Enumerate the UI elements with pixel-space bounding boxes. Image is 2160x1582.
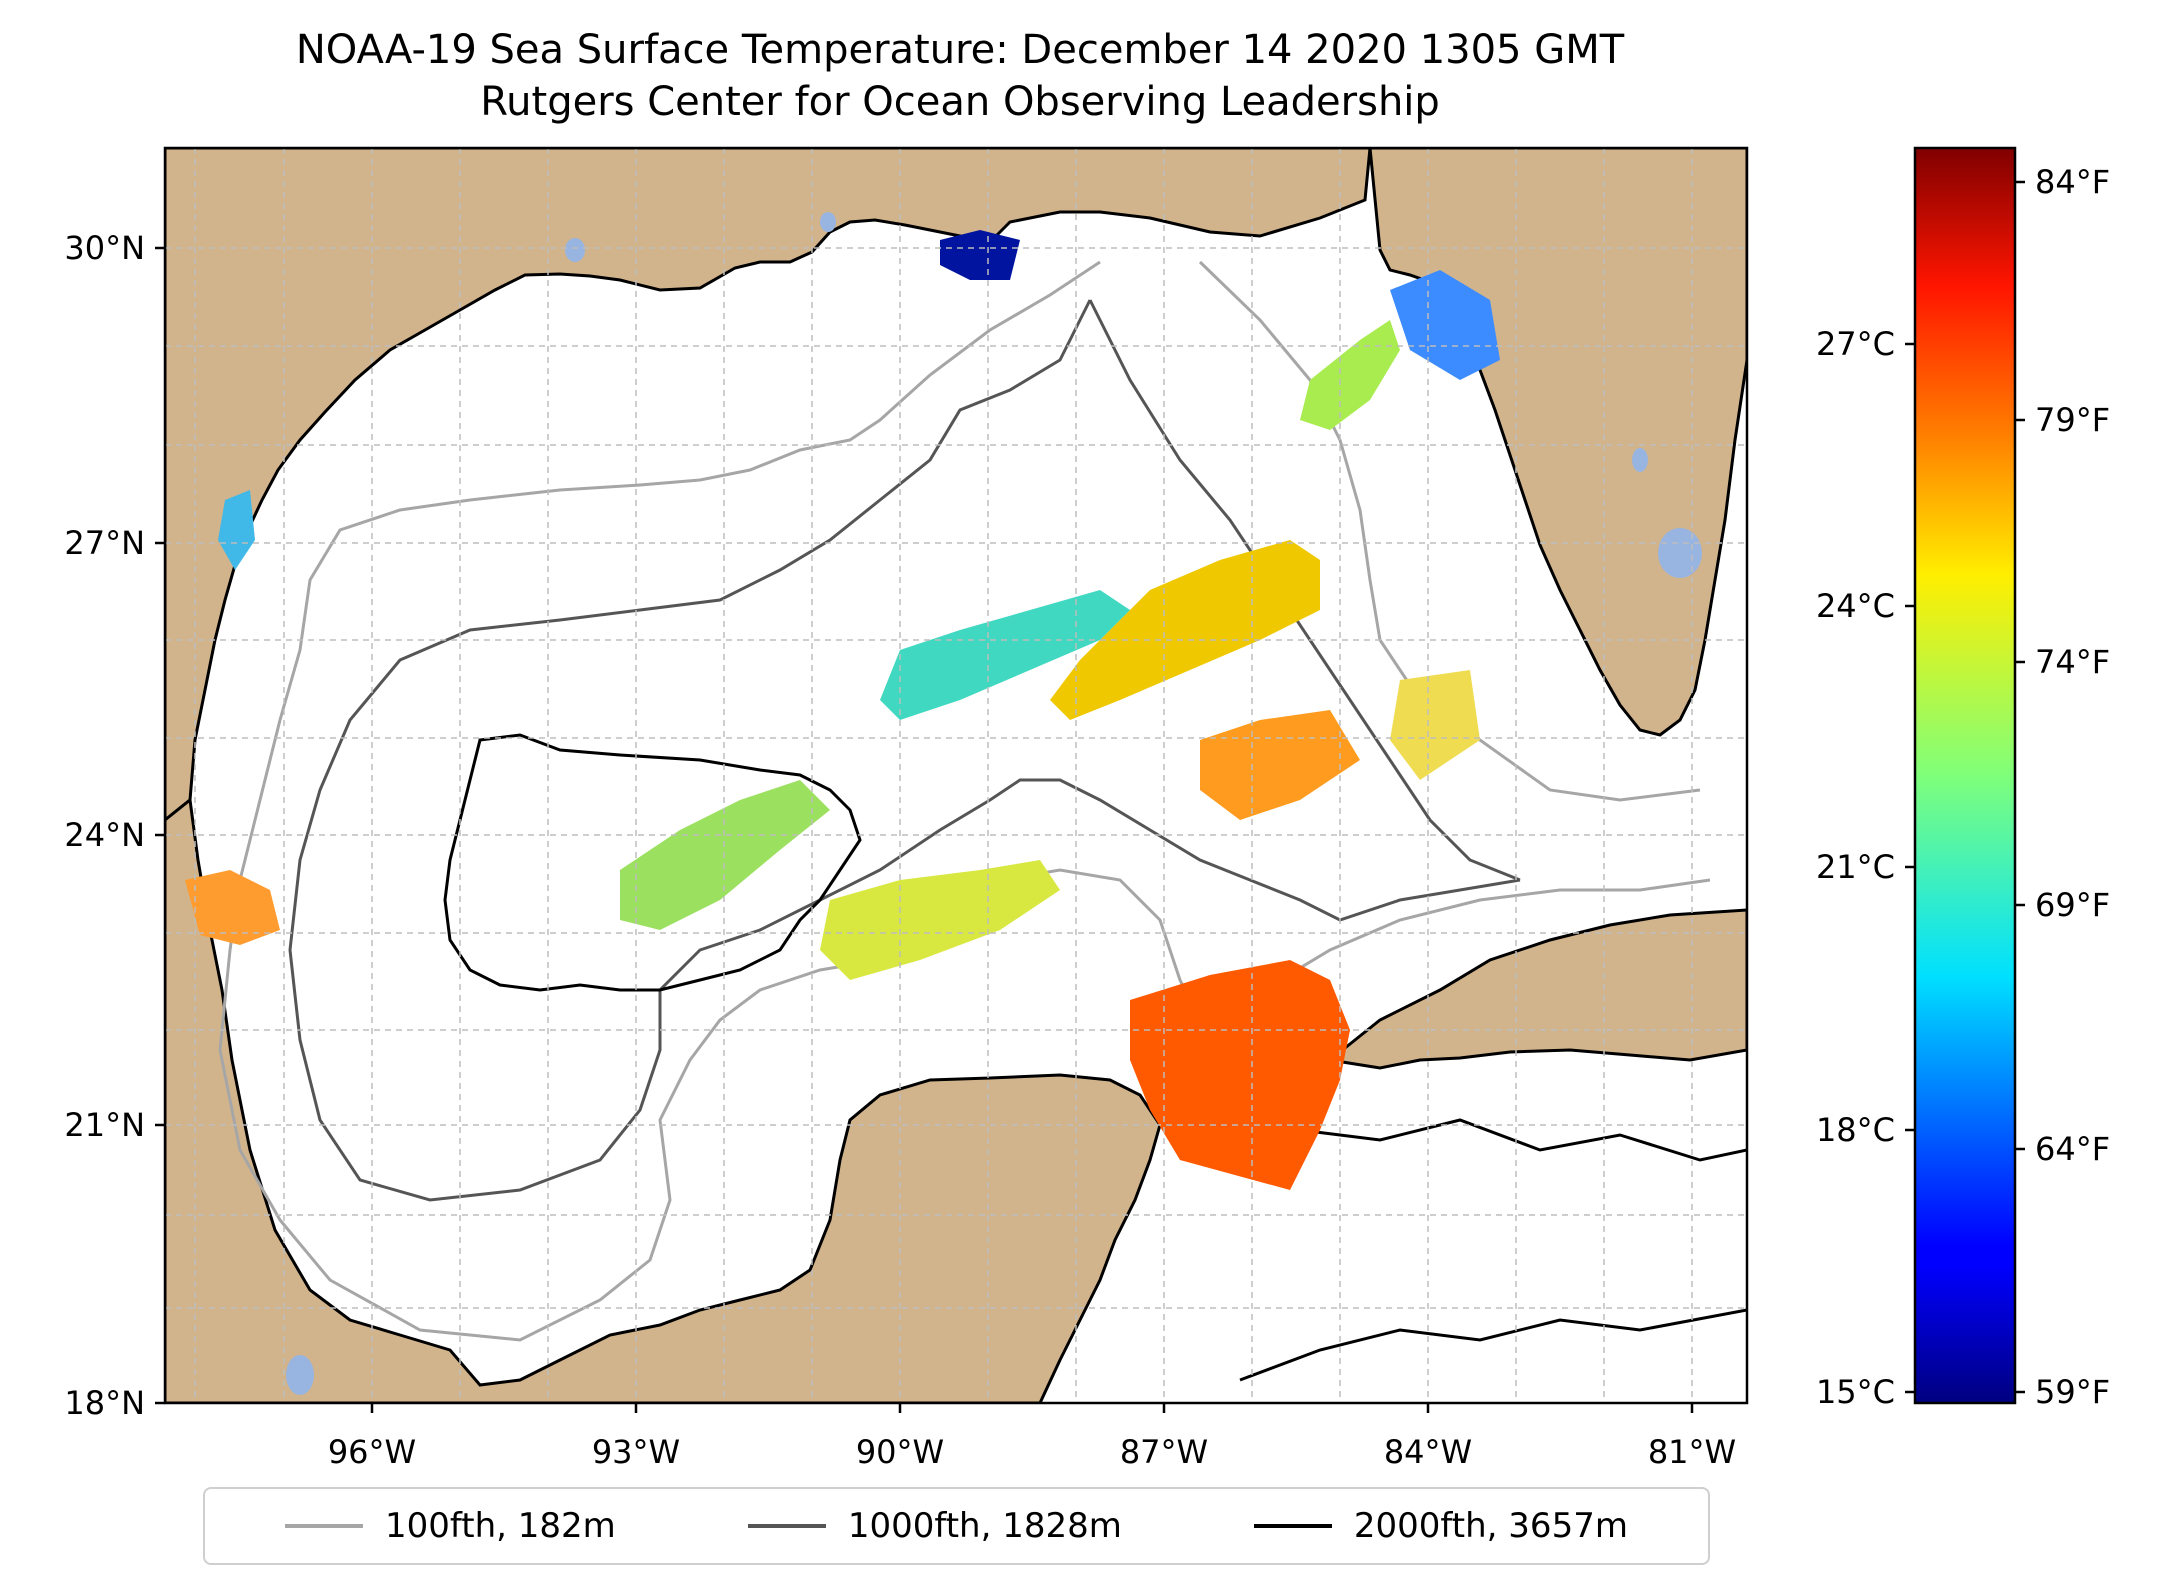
sst-patch-green-west: [620, 780, 830, 930]
lakes: [286, 212, 1702, 1395]
legend-label: 100fth, 182m: [385, 1506, 616, 1546]
colorbar-fahrenheit-label: 64°F: [2035, 1130, 2110, 1168]
map-frame: [163, 146, 1749, 1405]
contour-2000fth: [443, 733, 862, 992]
y-tick-label: 27°N: [64, 524, 145, 562]
x-tick-label: 87°W: [1120, 1433, 1208, 1471]
axis-ticks: [155, 246, 1694, 1413]
legend-item-2000fth: 2000fth, 3657m: [1253, 1506, 1628, 1546]
colorbar-celsius-label: 27°C: [1816, 325, 1895, 363]
legend-item-100fth: 100fth, 182m: [285, 1506, 616, 1546]
sst-patch-orange-west: [185, 870, 280, 945]
legend-swatch: [285, 1524, 364, 1528]
y-tick-label: 21°N: [64, 1106, 145, 1144]
sst-patch-yellow-central: [1050, 540, 1320, 720]
contour-legend: 100fth, 182m 1000fth, 1828m 2000fth, 365…: [203, 1487, 1710, 1565]
map-area: [165, 148, 1747, 1403]
sst-patch-green-northeast: [1300, 320, 1400, 430]
x-tick-label: 90°W: [856, 1433, 944, 1471]
y-tick-label: 18°N: [64, 1384, 145, 1422]
sst-patch-blue-northeast: [1390, 270, 1500, 380]
x-tick-label: 84°W: [1384, 1433, 1472, 1471]
sst-patch-yellow-east: [1390, 670, 1480, 780]
colorbar-fahrenheit-label: 79°F: [2035, 401, 2110, 439]
gridlines: [165, 148, 1747, 1403]
colorbar-celsius-label: 18°C: [1816, 1111, 1895, 1149]
x-tick-label: 81°W: [1648, 1433, 1736, 1471]
colorbar-fahrenheit-label: 84°F: [2035, 163, 2110, 201]
sst-patch-cyan-central: [880, 590, 1130, 720]
land-cuba: [1326, 908, 1747, 1070]
colorbar-fahrenheit-label: 69°F: [2035, 886, 2110, 924]
colorbar-fahrenheit-label: 59°F: [2035, 1373, 2110, 1411]
map-title: NOAA-19 Sea Surface Temperature: Decembe…: [295, 27, 1625, 73]
bathymetry-contours: [218, 260, 1747, 1382]
colorbar-celsius-label: 24°C: [1816, 587, 1895, 625]
sst-patch-navy-mississippi: [940, 230, 1020, 280]
sst-data-patches: [185, 230, 1500, 1190]
colorbar-celsius-label: 15°C: [1816, 1373, 1895, 1411]
legend-label: 2000fth, 3657m: [1353, 1506, 1628, 1546]
legend-item-1000fth: 1000fth, 1828m: [747, 1506, 1122, 1546]
sst-patch-warm-yucatan: [1130, 960, 1350, 1190]
legend-swatch: [747, 1524, 826, 1528]
sst-patch-cyan-west: [218, 490, 255, 570]
colorbar-gradient: [1913, 146, 2017, 1405]
y-tick-label: 24°N: [64, 816, 145, 854]
x-tick-label: 93°W: [592, 1433, 680, 1471]
contour-2000fth-south: [1239, 1118, 1747, 1382]
colorbar: 15°C 18°C 21°C 24°C 27°C 59°F 64°F 69°F …: [1816, 146, 2110, 1411]
colorbar-celsius-label: 21°C: [1816, 848, 1895, 886]
legend-swatch: [1253, 1524, 1332, 1528]
x-tick-label: 96°W: [328, 1433, 416, 1471]
colorbar-fahrenheit-label: 74°F: [2035, 643, 2110, 681]
map-subtitle: Rutgers Center for Ocean Observing Leade…: [480, 79, 1440, 125]
sst-patch-yellow-south: [820, 860, 1060, 980]
legend-label: 1000fth, 1828m: [847, 1506, 1122, 1546]
y-tick-label: 30°N: [64, 229, 145, 267]
